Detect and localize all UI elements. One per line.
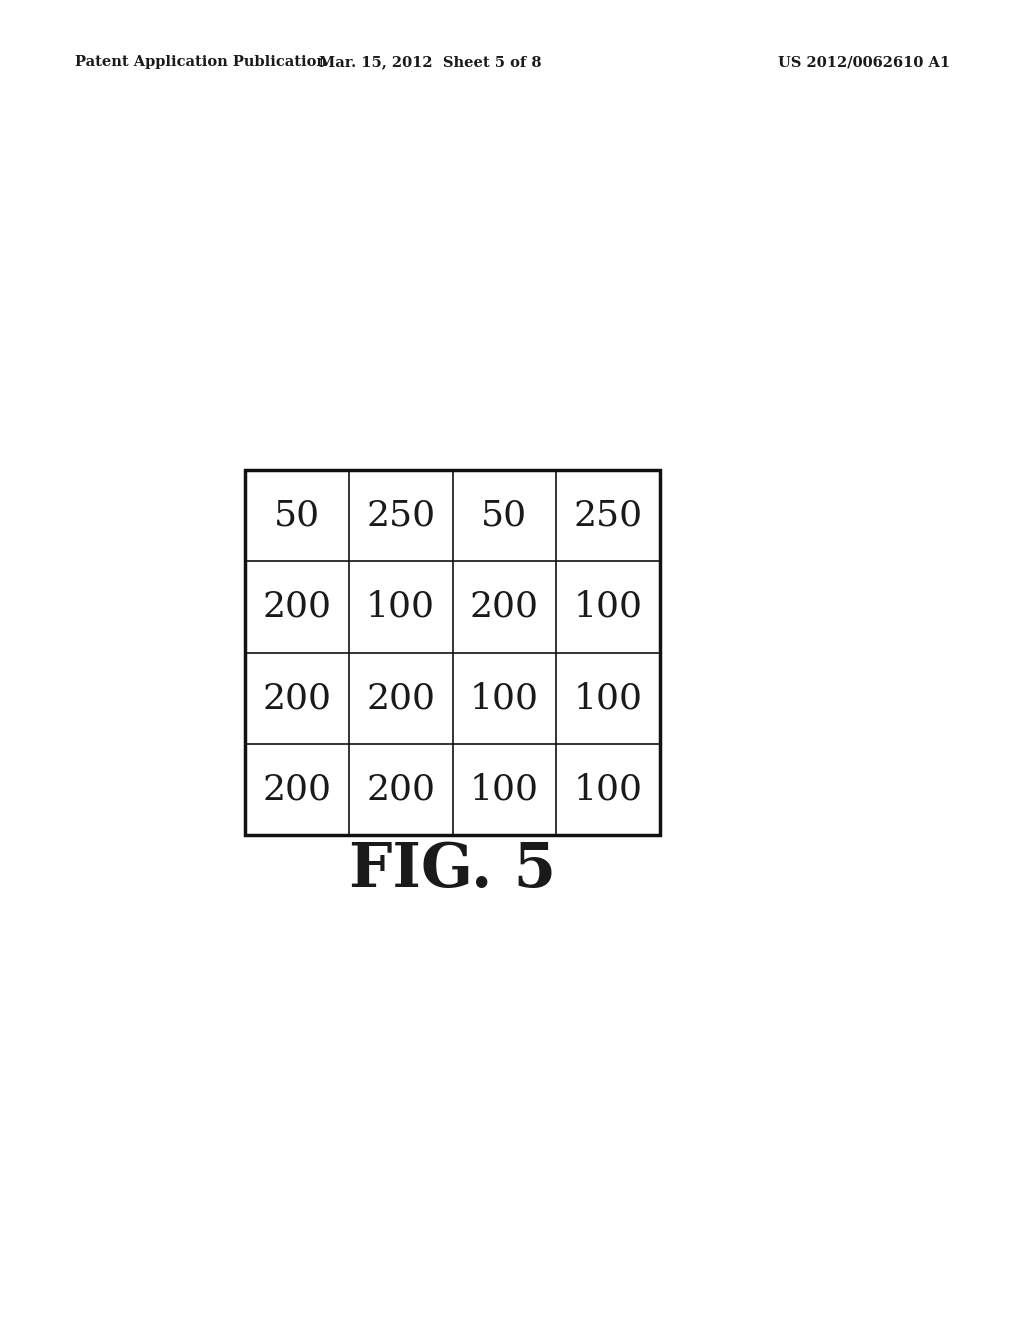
Text: 100: 100 (573, 590, 643, 624)
Text: 100: 100 (470, 681, 539, 715)
Text: 100: 100 (573, 772, 643, 807)
Text: 200: 200 (262, 590, 332, 624)
Text: 200: 200 (367, 681, 435, 715)
Text: 250: 250 (366, 499, 435, 533)
Text: 200: 200 (262, 772, 332, 807)
Text: Mar. 15, 2012  Sheet 5 of 8: Mar. 15, 2012 Sheet 5 of 8 (318, 55, 542, 69)
Text: 250: 250 (573, 499, 643, 533)
Text: 50: 50 (481, 499, 527, 533)
Text: US 2012/0062610 A1: US 2012/0062610 A1 (778, 55, 950, 69)
Text: 100: 100 (573, 681, 643, 715)
Bar (245, 470, 660, 836)
Text: 200: 200 (367, 772, 435, 807)
Text: 50: 50 (273, 499, 319, 533)
Text: FIG. 5: FIG. 5 (349, 840, 556, 900)
Text: 200: 200 (262, 681, 332, 715)
Text: 100: 100 (367, 590, 435, 624)
Text: 100: 100 (470, 772, 539, 807)
Text: 200: 200 (470, 590, 539, 624)
Text: Patent Application Publication: Patent Application Publication (75, 55, 327, 69)
